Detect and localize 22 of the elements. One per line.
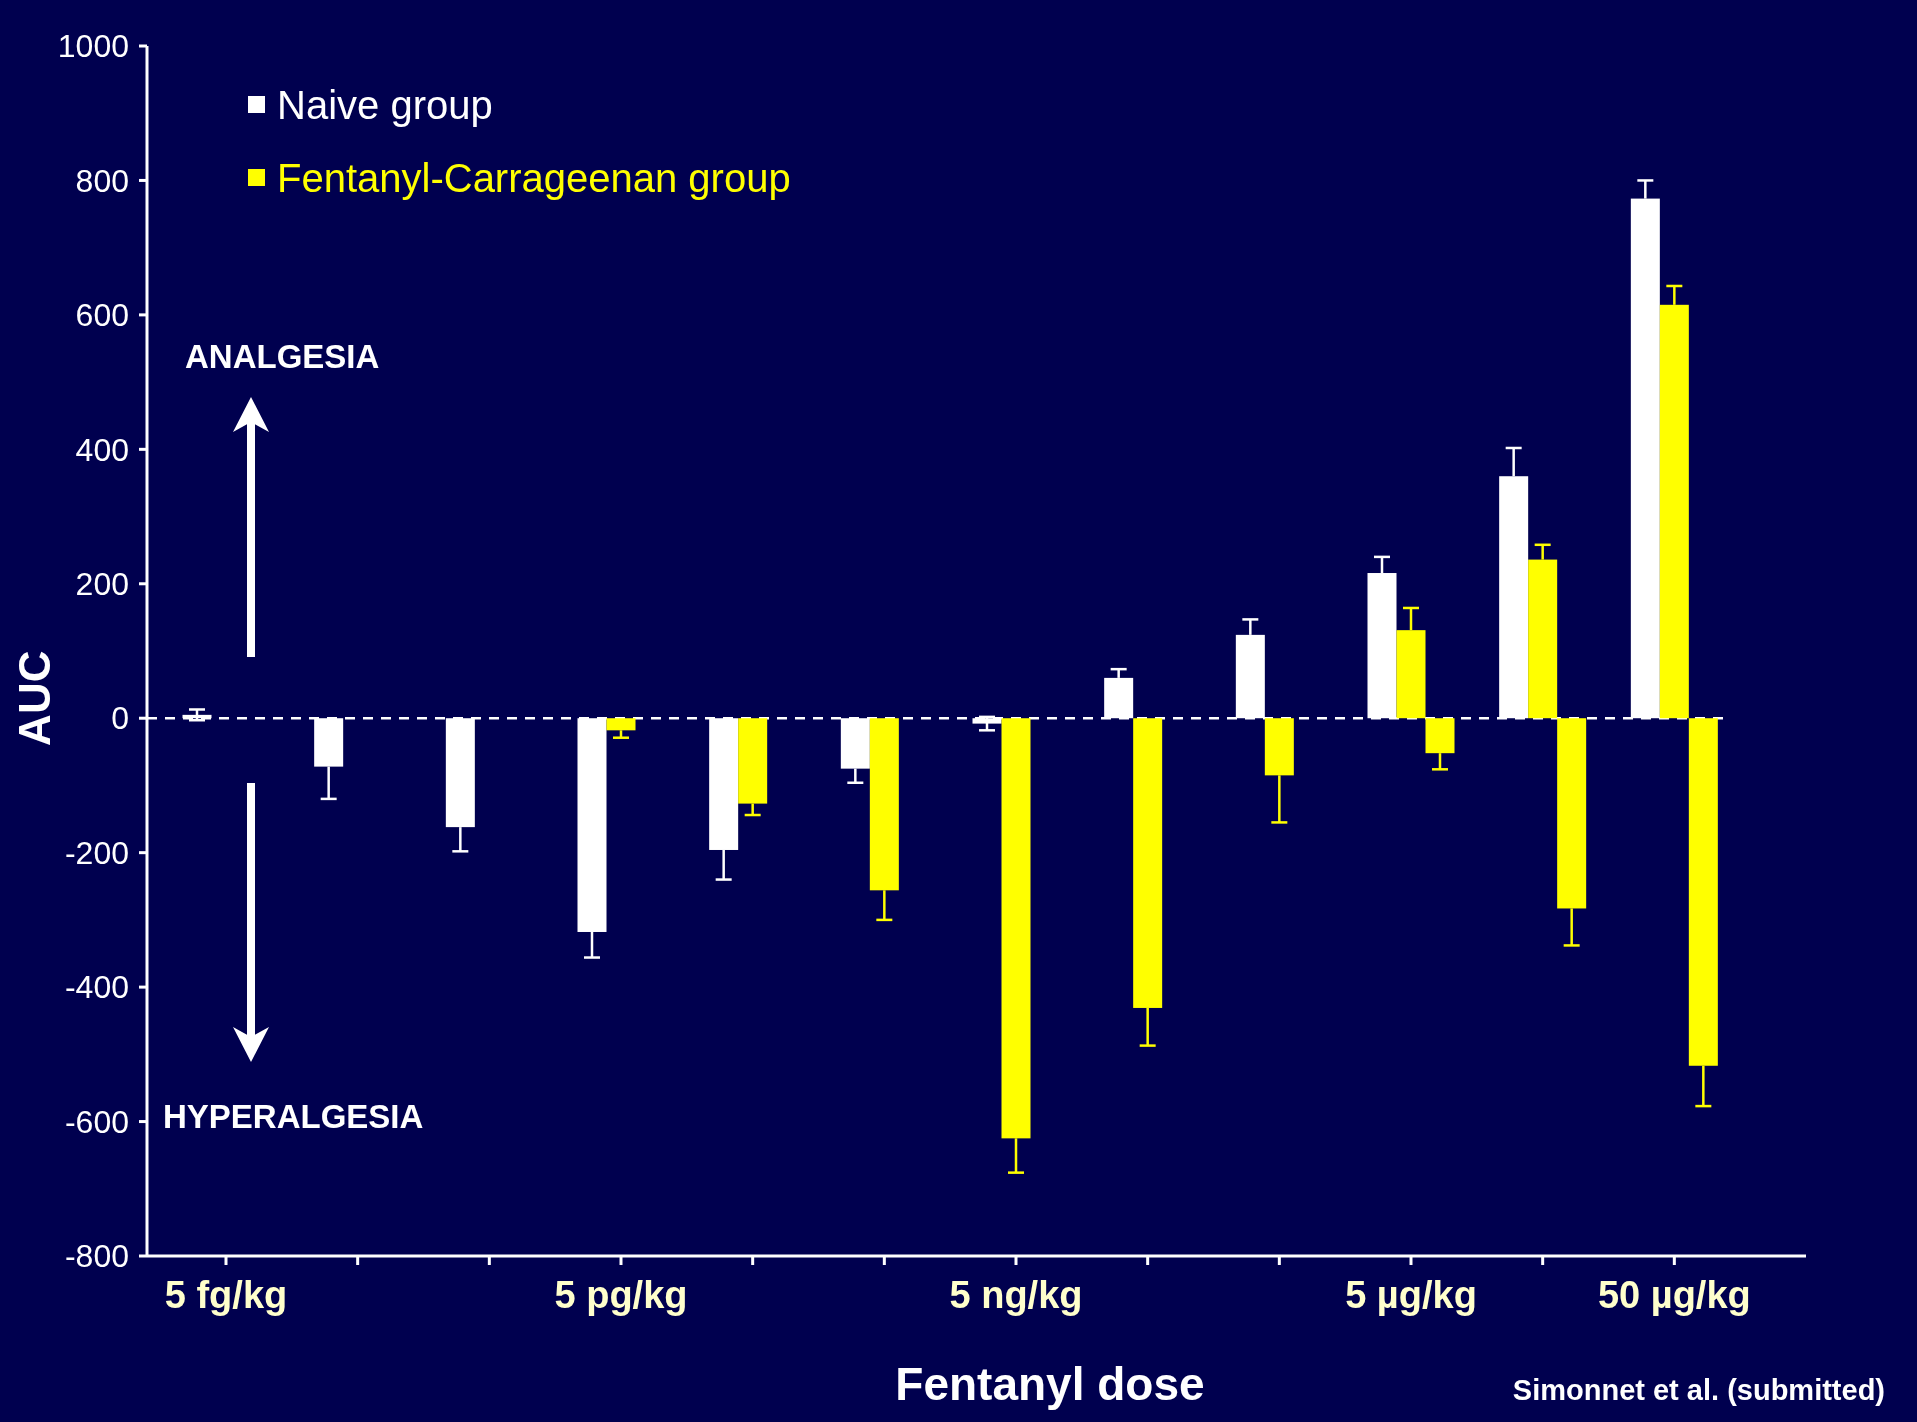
y-tick-label: 400 — [75, 431, 129, 468]
y-tick-label: -800 — [64, 1238, 129, 1275]
legend-label: Fentanyl-Carrageenan group — [277, 156, 791, 200]
y-tick-label: 600 — [75, 297, 129, 334]
text: Simonnet et al. (submitted) — [1512, 1374, 1885, 1406]
y-tick-label: 200 — [75, 565, 129, 602]
annotation: HYPERALGESIA — [163, 1098, 424, 1135]
y-tick-label: 0 — [111, 700, 129, 737]
y-tick-label: -600 — [64, 1103, 129, 1140]
x-tick-label: 5 µg/kg — [1345, 1274, 1477, 1316]
y-tick-label: -200 — [64, 834, 129, 871]
x-tick-label: 5 ng/kg — [949, 1274, 1083, 1316]
y-axis-title: AUC — [10, 650, 59, 746]
legend-label: Naive group — [277, 83, 493, 127]
y-tick-label: 1000 — [57, 28, 129, 65]
x-tick-label: 5 pg/kg — [554, 1274, 688, 1316]
x-tick-label: 5 fg/kg — [164, 1274, 288, 1316]
x-axis-title: Fentanyl dose — [895, 1358, 1205, 1410]
y-tick-label: 800 — [75, 162, 129, 199]
y-tick-label: -400 — [64, 969, 129, 1006]
annotation: ANALGESIA — [185, 338, 380, 375]
x-tick-label: 50 µg/kg — [1597, 1274, 1751, 1316]
